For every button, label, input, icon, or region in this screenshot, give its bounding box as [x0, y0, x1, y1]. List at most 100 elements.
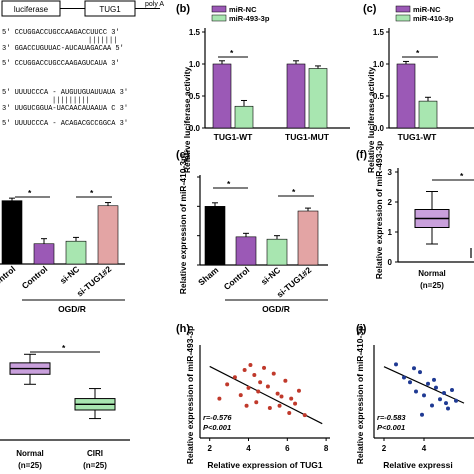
- d-xtick-label: si-NC: [58, 264, 81, 286]
- seq-pairing-2: |||||||||: [52, 97, 90, 105]
- c-legend-label: miR-NC: [413, 5, 441, 14]
- i-point: [426, 381, 430, 386]
- h-point: [267, 405, 272, 410]
- b-legend-label: miR-NC: [229, 5, 257, 14]
- seq-wt-bottom: 3' GGACCUGUUAC-AUCAUAGACAA 5': [2, 45, 124, 53]
- c-bar: [396, 63, 416, 129]
- i-xtick-label: 4: [422, 444, 427, 453]
- c-ytick-label: 0.5: [373, 92, 385, 101]
- panel-c-ylabel: Relative luciferase activity: [366, 67, 376, 174]
- e-xtick-label: Sham: [196, 265, 220, 288]
- seq-wt2-top: 5' UUUUCCCA - AUGUUGUAUUAUA 3': [2, 89, 128, 97]
- panel-b-ylabel: Relative luciferase activity: [182, 67, 192, 174]
- h-point: [277, 403, 282, 408]
- panel-d-sig-star-1: *: [28, 188, 32, 198]
- h-point: [293, 401, 298, 406]
- b-bar: [234, 105, 254, 129]
- f-ytick-label: 3: [388, 168, 393, 177]
- b-legend-swatch: [211, 14, 227, 22]
- h-point: [302, 413, 307, 418]
- b-ytick-label: 1.0: [189, 60, 201, 69]
- panel-b-sig-star: *: [230, 48, 234, 58]
- panel-e-sig-star-2: *: [292, 187, 296, 197]
- panel-h-annot-p: P<0.001: [203, 423, 231, 432]
- seq-wt2-bottom: 3' UUGUCGGUA-UACAACAUAAUA C 3': [2, 105, 128, 113]
- c-ytick-label: 1.0: [373, 60, 385, 69]
- panel-e-sig-star-1: *: [227, 179, 231, 189]
- b-bar: [308, 68, 328, 129]
- panel-d-sig-star-2: *: [90, 188, 94, 198]
- h-point: [265, 384, 270, 389]
- h-point: [258, 380, 263, 385]
- i-point: [442, 391, 446, 396]
- h-point: [262, 365, 267, 370]
- panel-b-label: (b): [176, 3, 190, 15]
- f-ytick-label: 1: [388, 228, 393, 237]
- c-xtick-label: TUG1-WT: [398, 132, 438, 142]
- h-point: [275, 391, 280, 396]
- h-point: [279, 394, 284, 399]
- i-point: [430, 403, 434, 408]
- d-xtick-label: si-TUG1#2: [75, 264, 114, 299]
- b-xtick-label: TUG1-WT: [214, 132, 254, 142]
- i-point: [412, 366, 416, 371]
- panel-i-annot-r: r=-0.583: [377, 413, 406, 422]
- h-point: [271, 371, 276, 376]
- polya-label: poly A: [145, 1, 164, 8]
- f-ytick-label: 2: [388, 198, 393, 207]
- h-point: [244, 403, 249, 408]
- h-point: [256, 389, 261, 394]
- c-legend-swatch: [395, 5, 411, 13]
- panel-g-xtick-2: CIRI: [87, 449, 103, 458]
- e-xtick-label: Control: [222, 265, 252, 292]
- panel-i-annot-p: P<0.001: [377, 423, 405, 432]
- tug1-label: TUG1: [99, 5, 121, 14]
- i-point: [394, 362, 398, 367]
- panel-e-group-label: OGD/R: [262, 304, 290, 314]
- c-bar: [418, 100, 438, 129]
- b-bar: [212, 63, 232, 129]
- i-xtick-label: 2: [382, 444, 387, 453]
- panel-g-xtick-2n: (n=25): [83, 461, 107, 470]
- i-point: [414, 389, 418, 394]
- i-point: [418, 370, 422, 375]
- seq-mut2-top: 5' UUUUCCCA - ACAGACGCCGGCA 3': [2, 120, 128, 128]
- h-xtick-label: 4: [246, 444, 251, 453]
- seq-pairing-1: |||||||: [88, 37, 117, 45]
- e-xtick-label: si-NC: [259, 265, 282, 287]
- h-point: [246, 385, 251, 390]
- panel-h-annot-r: r=-0.576: [203, 413, 232, 422]
- d-bar: [33, 243, 55, 265]
- panel-i: (i) Relative expression of miR-410-3p 2 4…: [355, 323, 474, 470]
- e-bar: [235, 236, 257, 266]
- h-point: [289, 396, 294, 401]
- seq-wt-top: 5' CCUGGACCUGCCAAGACCUUCC 3': [2, 29, 120, 37]
- b-ytick-label: 0.0: [189, 124, 201, 133]
- d-bar: [65, 240, 87, 265]
- panel-f-label: (f): [356, 149, 367, 161]
- i-point: [402, 375, 406, 380]
- i-point: [446, 406, 450, 411]
- panel-i-xlabel: Relative expressi: [383, 460, 452, 470]
- b-bar: [286, 63, 306, 129]
- panel-h-ylabel: Relative expression of miR-493-3p: [185, 326, 195, 464]
- e-bar: [297, 210, 319, 266]
- panel-f-ylabel: Relative expression of miR-493-3p: [374, 141, 384, 279]
- h-xtick-label: 2: [207, 444, 212, 453]
- panel-g-xtick-1: Normal: [16, 449, 44, 458]
- panel-f-xtick: Normal: [418, 269, 446, 278]
- h-point: [232, 375, 237, 380]
- b-xtick-label: TUG1-MUT: [285, 132, 330, 142]
- panel-h-xlabel: Relative expression of TUG1: [207, 460, 323, 470]
- i-point: [408, 380, 412, 385]
- h-point: [248, 363, 253, 368]
- i-point: [438, 397, 442, 402]
- d-bar: [97, 205, 119, 265]
- h-point: [242, 368, 247, 373]
- panel-a-schematic: luciferase TUG1 poly A 5' CCUGGACCUGCCAA…: [1, 0, 164, 128]
- h-point: [296, 388, 301, 393]
- d-xtick-label: Control: [20, 264, 50, 291]
- panel-h-label: (h): [176, 323, 190, 335]
